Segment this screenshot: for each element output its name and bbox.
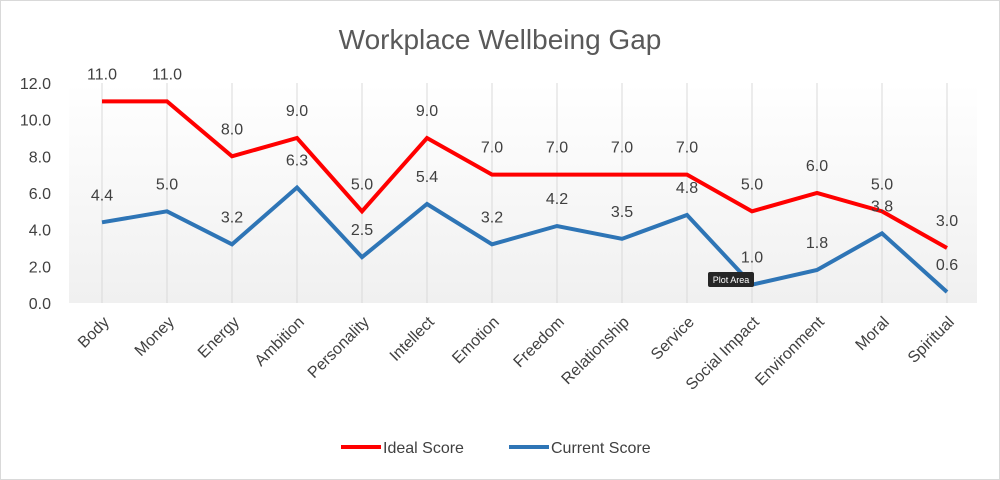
series-line-current-score[interactable] xyxy=(101,184,949,294)
data-label-current: 5.4 xyxy=(416,169,438,186)
data-label-current: 4.4 xyxy=(91,187,113,204)
gridlines xyxy=(101,83,948,303)
x-tick-label: Emotion xyxy=(449,314,503,368)
y-tick-label: 0.0 xyxy=(29,296,51,313)
data-label-ideal: 3.0 xyxy=(936,213,958,230)
x-tick-label: Intellect xyxy=(387,313,438,364)
data-label-current: 1.0 xyxy=(741,250,763,267)
data-label-ideal: 11.0 xyxy=(152,66,182,83)
tooltip-box xyxy=(708,272,754,287)
x-tick-label: Service xyxy=(648,314,698,364)
series-line-ideal-score[interactable] xyxy=(102,99,948,250)
x-tick-label: Energy xyxy=(195,314,243,362)
data-label-current: 5.0 xyxy=(156,176,178,193)
y-tick-label: 8.0 xyxy=(29,149,51,166)
data-label-ideal: 5.0 xyxy=(351,176,373,193)
data-label-current: 3.2 xyxy=(221,209,243,226)
y-tick-label: 2.0 xyxy=(29,259,51,276)
y-axis: 0.0 2.0 4.0 6.0 8.0 10.0 12.0 xyxy=(20,76,51,313)
tooltip-text: Plot Area xyxy=(713,275,750,285)
data-label-ideal: 9.0 xyxy=(416,103,438,120)
data-label-ideal: 5.0 xyxy=(871,176,893,193)
legend-label-current[interactable]: Current Score xyxy=(551,440,651,457)
x-tick-label: Freedom xyxy=(511,314,568,371)
data-label-ideal: 7.0 xyxy=(546,140,568,157)
x-tick-label: Environment xyxy=(752,313,828,389)
series-lines xyxy=(101,99,949,294)
x-tick-label: Moral xyxy=(853,314,893,354)
y-tick-label: 10.0 xyxy=(20,113,51,130)
data-label-current: 3.8 xyxy=(871,198,893,215)
data-label-ideal: 7.0 xyxy=(676,140,698,157)
legend[interactable]: Ideal Score Current Score xyxy=(341,440,651,457)
x-tick-label: Relationship xyxy=(559,314,633,388)
x-tick-label: Body xyxy=(75,314,113,352)
data-label-current: 3.5 xyxy=(611,204,633,221)
x-tick-label: Ambition xyxy=(252,314,308,370)
y-tick-label: 6.0 xyxy=(29,186,51,203)
data-label-ideal: 8.0 xyxy=(221,121,243,138)
data-label-ideal: 7.0 xyxy=(481,140,503,157)
x-tick-label: Personality xyxy=(305,314,373,382)
x-tick-label: Money xyxy=(132,314,178,360)
data-label-current: 4.2 xyxy=(546,191,568,208)
plot-area-tooltip: Plot Area xyxy=(708,272,754,287)
data-label-ideal: 5.0 xyxy=(741,176,763,193)
legend-label-ideal[interactable]: Ideal Score xyxy=(383,440,464,457)
chart-title: Workplace Wellbeing Gap xyxy=(339,24,662,55)
data-label-current: 3.2 xyxy=(481,209,503,226)
y-tick-label: 12.0 xyxy=(20,76,51,93)
data-label-current: 6.3 xyxy=(286,153,308,170)
data-label-current: 1.8 xyxy=(806,235,828,252)
data-label-ideal: 9.0 xyxy=(286,103,308,120)
data-label-current: 4.8 xyxy=(676,180,698,197)
x-tick-label: Spiritual xyxy=(905,314,958,367)
y-tick-label: 4.0 xyxy=(29,223,51,240)
data-label-current: 2.5 xyxy=(351,222,373,239)
data-label-ideal: 11.0 xyxy=(87,66,117,83)
data-label-ideal: 6.0 xyxy=(806,158,828,175)
data-label-current: 0.6 xyxy=(936,257,958,274)
plot-area[interactable] xyxy=(69,83,977,303)
data-labels: 11.0 11.0 8.0 9.0 5.0 9.0 7.0 7.0 7.0 7.0 5.0 6.0 5.… xyxy=(87,66,958,274)
data-label-ideal: 7.0 xyxy=(611,140,633,157)
